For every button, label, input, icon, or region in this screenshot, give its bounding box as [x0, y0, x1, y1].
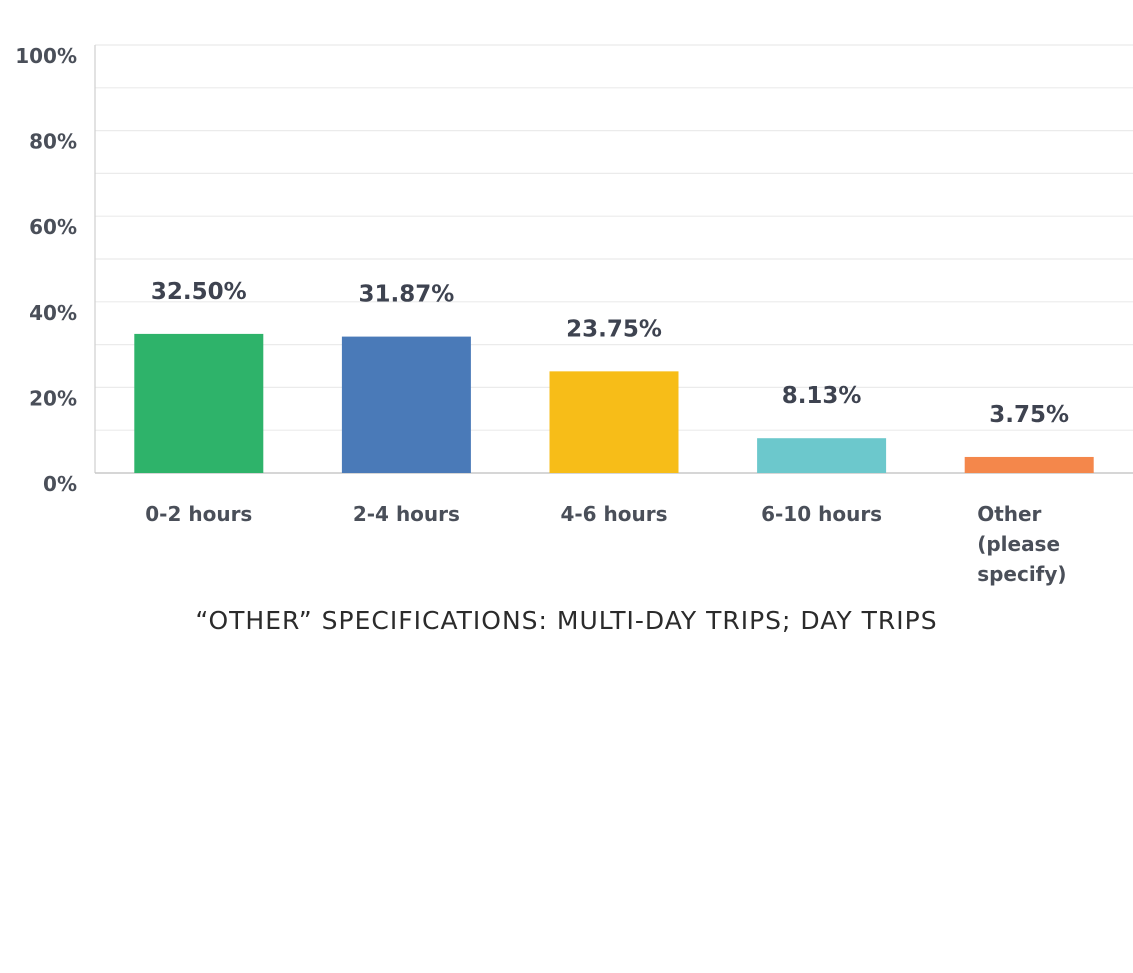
bar [757, 438, 887, 473]
data-label: 3.75% [989, 402, 1069, 428]
bar [549, 371, 679, 473]
bar [964, 456, 1094, 473]
data-label: 32.50% [151, 279, 247, 305]
y-tick-label: 40% [29, 301, 77, 325]
bar [341, 336, 471, 473]
x-tick-label: 2-4 hours [353, 502, 460, 526]
y-axis: 0% 20% 40% 60% 80% 100% [15, 44, 1133, 496]
x-tick-label: 0-2 hours [145, 502, 252, 526]
x-tick-label: 6-10 hours [761, 502, 882, 526]
x-axis-labels: 0-2 hours 2-4 hours 4-6 hours 6-10 hours Oth… [145, 502, 1066, 586]
bars [134, 333, 1094, 473]
bar [134, 333, 264, 473]
data-label: 8.13% [782, 383, 862, 409]
y-tick-label: 80% [29, 130, 77, 154]
x-tick-label: 4-6 hours [560, 502, 667, 526]
data-label: 23.75% [566, 316, 662, 342]
y-tick-label: 100% [15, 44, 77, 68]
x-tick-label: Other (please specify) [977, 502, 1066, 586]
gridlines [95, 44, 1133, 431]
data-labels: 32.50% 31.87% 23.75% 8.13% 3.75% [151, 279, 1069, 428]
data-label: 31.87% [359, 282, 455, 308]
y-tick-label: 20% [29, 386, 77, 410]
bar-chart: 0% 20% 40% 60% 80% 100% 32.50% 31.87% 23.75% 8.1… [15, 44, 1133, 586]
y-tick-label: 60% [29, 215, 77, 239]
y-tick-label: 0% [43, 472, 77, 496]
chart-caption: “OTHER” SPECIFICATIONS: MULTI-DAY TRIPS;… [195, 606, 938, 635]
